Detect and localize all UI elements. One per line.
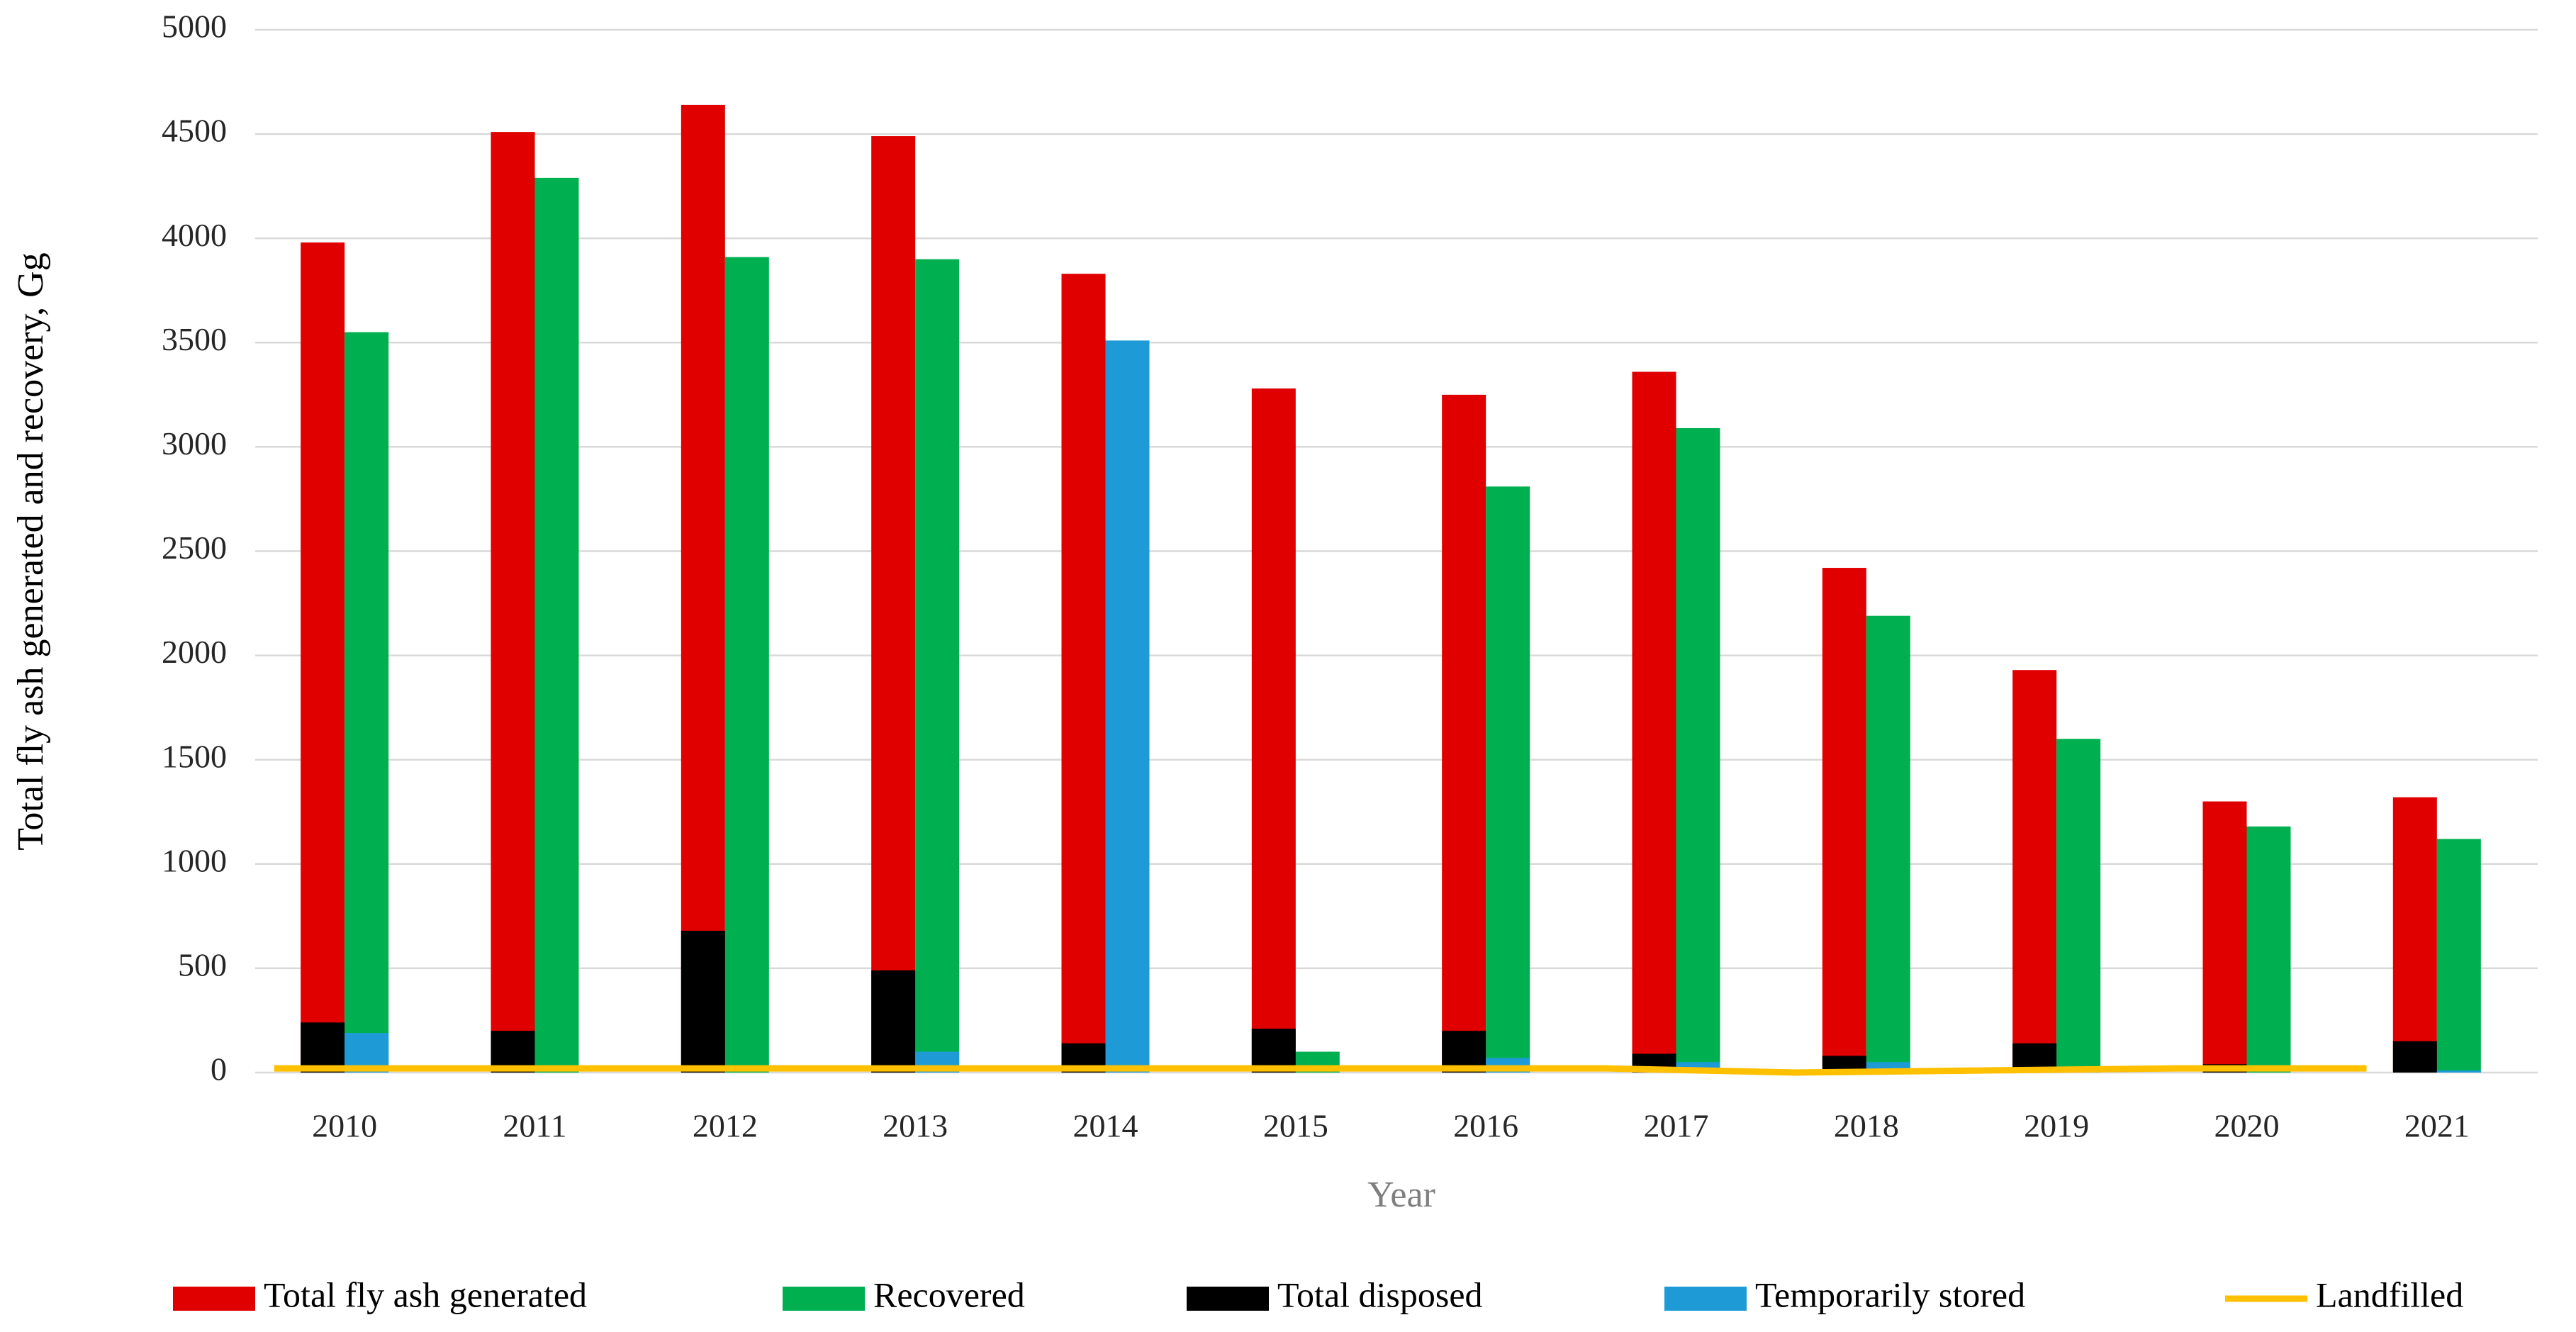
legend-label: Landfilled xyxy=(2316,1275,2463,1314)
bar xyxy=(2056,739,2101,1073)
bar xyxy=(2246,826,2291,1073)
bar xyxy=(1105,340,1150,1073)
bar xyxy=(534,177,579,1073)
bar xyxy=(1442,394,1486,1073)
legend-swatch xyxy=(1187,1287,1269,1311)
y-axis-title: Total fly ash generated and recovery, Gg xyxy=(11,252,51,850)
line xyxy=(274,1065,2367,1076)
y-tick-label: 3500 xyxy=(162,321,227,357)
legend-label: Temporarily stored xyxy=(1755,1275,2025,1314)
bar xyxy=(2012,670,2057,1073)
x-tick-label: 2013 xyxy=(883,1108,948,1144)
bar xyxy=(681,104,725,1073)
x-tick-label: 2011 xyxy=(503,1108,566,1144)
legend-swatch xyxy=(1664,1287,1747,1311)
x-tick-label: 2017 xyxy=(1644,1108,1709,1144)
y-tick-label: 2500 xyxy=(162,530,227,566)
bar xyxy=(1061,274,1106,1073)
legend-label: Recovered xyxy=(873,1275,1025,1314)
bar xyxy=(724,257,769,1073)
bar xyxy=(345,332,389,1073)
x-tick-label: 2021 xyxy=(2404,1108,2470,1144)
bar xyxy=(2202,801,2247,1073)
legend-swatch xyxy=(783,1287,865,1311)
bar xyxy=(1866,615,1910,1073)
bar xyxy=(1822,1056,1866,1073)
bar xyxy=(1486,486,1530,1073)
x-tick-label: 2018 xyxy=(1834,1108,1899,1144)
y-tick-label: 1000 xyxy=(162,842,227,878)
x-tick-label: 2010 xyxy=(312,1108,377,1144)
bar xyxy=(2436,839,2481,1073)
bar xyxy=(871,970,916,1073)
y-tick-label: 5000 xyxy=(162,9,227,45)
x-tick-label: 2012 xyxy=(693,1108,758,1144)
bar xyxy=(301,242,345,1073)
y-tick-label: 2000 xyxy=(162,634,227,670)
x-tick-label: 2019 xyxy=(2024,1108,2089,1144)
y-tick-label: 0 xyxy=(211,1051,227,1087)
legend-label: Total fly ash generated xyxy=(264,1275,587,1314)
bar xyxy=(915,259,960,1073)
x-tick-label: 2014 xyxy=(1073,1108,1138,1144)
x-tick-label: 2016 xyxy=(1453,1108,1518,1144)
bar xyxy=(491,132,535,1073)
x-tick-label: 2015 xyxy=(1263,1108,1328,1144)
bar xyxy=(681,930,725,1073)
y-tick-label: 500 xyxy=(178,946,227,983)
y-tick-label: 4000 xyxy=(162,217,227,253)
bar xyxy=(1676,427,1720,1073)
x-axis-title: Year xyxy=(1367,1175,1435,1215)
x-tick-label: 2020 xyxy=(2214,1108,2280,1144)
bar xyxy=(1251,388,1296,1073)
y-tick-label: 4500 xyxy=(162,113,227,149)
legend-swatch xyxy=(173,1287,255,1311)
bar xyxy=(1822,568,1866,1073)
bar xyxy=(1632,371,1676,1073)
bar xyxy=(2436,1070,2481,1073)
legend-label: Total disposed xyxy=(1277,1275,1483,1314)
y-tick-label: 3000 xyxy=(162,425,227,461)
bar xyxy=(2392,1041,2437,1073)
bar xyxy=(2392,797,2437,1073)
bar xyxy=(871,136,916,1073)
bar xyxy=(301,1022,345,1073)
y-tick-label: 1500 xyxy=(162,738,227,774)
